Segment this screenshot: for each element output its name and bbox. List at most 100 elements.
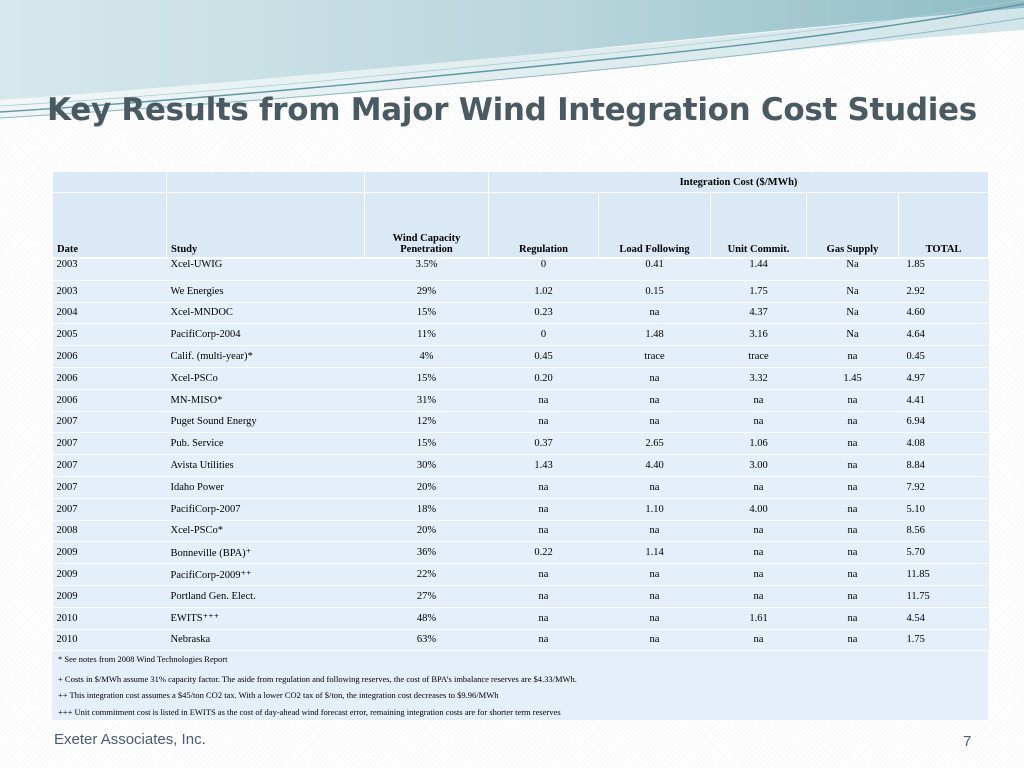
cell-gas-supply: na xyxy=(806,345,899,368)
col-header-gas-supply: Gas Supply xyxy=(806,192,899,259)
cell-regulation: 0.20 xyxy=(488,366,599,390)
cell-gas-supply: Na xyxy=(806,323,899,346)
cell-total: 0.45 xyxy=(898,345,989,368)
table-row: 2009 PacifiCorp-2009⁺⁺ 22% na na na na 1… xyxy=(52,563,989,586)
cell-gas-supply: Na xyxy=(806,256,899,281)
cell-study: MN-MISO* xyxy=(166,388,365,412)
cell-wind: 15% xyxy=(364,366,489,390)
cell-date: 2003 xyxy=(52,279,167,303)
cell-gas-supply: na xyxy=(806,606,899,630)
cell-unit-commit: 3.00 xyxy=(710,454,807,477)
cell-regulation: na xyxy=(488,410,599,433)
cell-total: 4.08 xyxy=(898,432,989,455)
cell-study: PacifiCorp-2009⁺⁺ xyxy=(166,563,365,586)
cell-load-following: 0.41 xyxy=(598,256,711,281)
cell-load-following: na xyxy=(598,519,711,542)
cell-unit-commit: na xyxy=(710,388,807,412)
cell-unit-commit: na xyxy=(710,541,807,564)
cell-gas-supply: na xyxy=(806,519,899,542)
cell-gas-supply: na xyxy=(806,388,899,412)
cell-unit-commit: 3.32 xyxy=(710,366,807,390)
cell-gas-supply: na xyxy=(806,563,899,586)
cell-regulation: 1.43 xyxy=(488,454,599,477)
table-row: 2007 Idaho Power 20% na na na na 7.92 xyxy=(52,475,989,499)
table-row: 2007 PacifiCorp-2007 18% na 1.10 4.00 na… xyxy=(52,497,989,521)
table-row: 2009 Portland Gen. Elect. 27% na na na n… xyxy=(52,584,989,608)
cell-load-following: na xyxy=(598,410,711,433)
cell-study: Xcel-PSCo* xyxy=(166,519,365,542)
cell-study: Xcel-MNDOC xyxy=(166,301,365,324)
cell-regulation: na xyxy=(488,628,599,651)
cell-total: 4.64 xyxy=(898,323,989,346)
cell-load-following: na xyxy=(598,563,711,586)
cell-load-following: 2.65 xyxy=(598,432,711,455)
header-spacer xyxy=(52,171,167,193)
cell-total: 4.41 xyxy=(898,388,989,412)
cell-total: 7.92 xyxy=(898,475,989,499)
cell-unit-commit: 1.61 xyxy=(710,606,807,630)
cell-date: 2009 xyxy=(52,584,167,608)
cell-date: 2007 xyxy=(52,497,167,521)
cell-load-following: 0.15 xyxy=(598,279,711,303)
cell-regulation: 0.23 xyxy=(488,301,599,324)
cell-total: 8.84 xyxy=(898,454,989,477)
cell-load-following: na xyxy=(598,628,711,651)
integration-cost-group-header: Integration Cost ($/MWh) xyxy=(487,171,990,193)
cell-date: 2010 xyxy=(52,628,167,651)
cell-total: 6.94 xyxy=(898,410,989,433)
cell-total: 11.75 xyxy=(898,584,989,608)
cell-date: 2007 xyxy=(52,475,167,499)
cell-wind: 63% xyxy=(364,628,489,651)
cell-gas-supply: na xyxy=(806,432,899,455)
cell-unit-commit: na xyxy=(710,628,807,651)
table-row: 2007 Avista Utilities 30% 1.43 4.40 3.00… xyxy=(52,454,989,477)
cell-unit-commit: na xyxy=(710,519,807,542)
cell-study: Nebraska xyxy=(166,628,365,651)
cell-total: 1.85 xyxy=(898,256,989,281)
cell-wind: 31% xyxy=(364,388,489,412)
cell-regulation: 0.37 xyxy=(488,432,599,455)
cell-load-following: na xyxy=(598,301,711,324)
table-row: 2008 Xcel-PSCo* 20% na na na na 8.56 xyxy=(52,519,989,542)
note-1: * See notes from 2008 Wind Technologies … xyxy=(58,654,228,665)
cell-unit-commit: na xyxy=(710,584,807,608)
cell-date: 2005 xyxy=(52,323,167,346)
cell-unit-commit: 3.16 xyxy=(710,323,807,346)
cell-regulation: 0 xyxy=(488,323,599,346)
cell-study: Pub. Service xyxy=(166,432,365,455)
cell-load-following: na xyxy=(598,388,711,412)
cell-study: Puget Sound Energy xyxy=(166,410,365,433)
cell-date: 2007 xyxy=(52,410,167,433)
col-header-wind-penetration: Wind Capacity Penetration xyxy=(364,192,489,259)
cell-gas-supply: na xyxy=(806,410,899,433)
cell-study: Calif. (multi-year)* xyxy=(166,345,365,368)
table-row: 2010 Nebraska 63% na na na na 1.75 xyxy=(52,628,989,651)
cell-unit-commit: 4.37 xyxy=(710,301,807,324)
cell-date: 2006 xyxy=(52,388,167,412)
page-number: 7 xyxy=(963,733,972,750)
cell-study: Bonneville (BPA)⁺ xyxy=(166,541,365,564)
cell-date: 2010 xyxy=(52,606,167,630)
table-row: 2004 Xcel-MNDOC 15% 0.23 na 4.37 Na 4.60 xyxy=(52,301,989,324)
cell-wind: 12% xyxy=(364,410,489,433)
note-2: + Costs in $/MWh assume 31% capacity fac… xyxy=(58,673,577,684)
cell-unit-commit: 1.75 xyxy=(710,279,807,303)
cell-load-following: 1.14 xyxy=(598,541,711,564)
cell-gas-supply: 1.45 xyxy=(806,366,899,390)
cell-regulation: 1.02 xyxy=(488,279,599,303)
cell-study: We Energies xyxy=(166,279,365,303)
cell-date: 2006 xyxy=(52,345,167,368)
table-body: 2003 Xcel-UWIG 3.5% 0 0.41 1.44 Na 1.85 … xyxy=(52,256,989,651)
cell-date: 2003 xyxy=(52,256,167,281)
cell-unit-commit: na xyxy=(710,563,807,586)
table-row: 2005 PacifiCorp-2004 11% 0 1.48 3.16 Na … xyxy=(52,323,989,346)
cell-gas-supply: na xyxy=(806,584,899,608)
cell-regulation: na xyxy=(488,475,599,499)
cell-gas-supply: na xyxy=(806,628,899,651)
cell-load-following: trace xyxy=(598,345,711,368)
cell-date: 2007 xyxy=(52,432,167,455)
cell-regulation: na xyxy=(488,497,599,521)
cell-gas-supply: na xyxy=(806,541,899,564)
cell-wind: 15% xyxy=(364,301,489,324)
cell-wind: 15% xyxy=(364,432,489,455)
